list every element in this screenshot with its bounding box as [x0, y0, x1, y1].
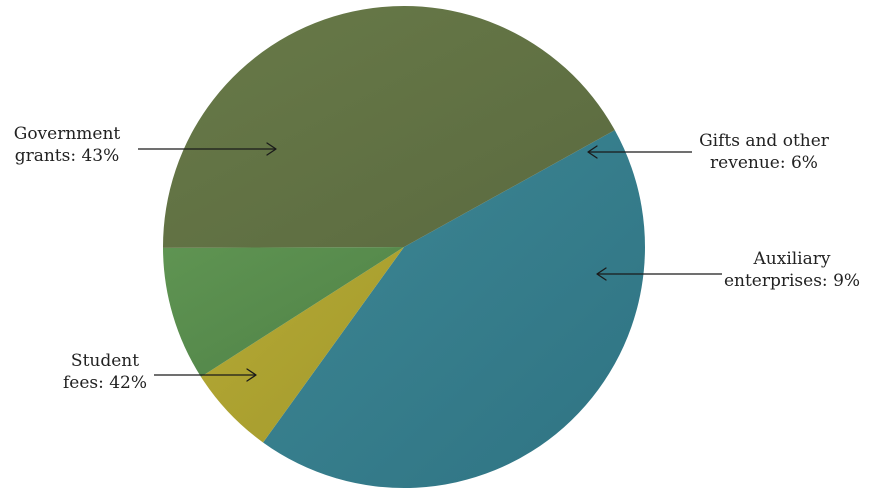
callout-government-grants: Government grants: 43% [14, 124, 277, 166]
pie-slice-student-fees [162, 6, 615, 248]
arrow-head-icon [246, 368, 257, 382]
callout-auxiliary-enterprises: Auxiliary enterprises: 9% [596, 249, 860, 291]
pie-slice-auxiliary-enterprises [163, 247, 404, 377]
slice-label-line: Gifts and other [699, 131, 830, 151]
callout-gifts-other-revenue: Gifts and other revenue: 6% [587, 131, 830, 173]
slice-label-government-grants: Government grants: 43% [14, 124, 121, 166]
slice-label-line: enterprises: 9% [724, 271, 860, 291]
pie-slice-gifts-other-revenue [200, 247, 404, 443]
pie-slice-government-grants [263, 130, 645, 488]
callout-student-fees: Student fees: 42% [63, 351, 257, 393]
arrow-head-icon [587, 145, 598, 159]
slice-label-line: grants: 43% [15, 146, 120, 166]
arrow-head-icon [596, 267, 607, 281]
slice-label-line: Auxiliary [753, 249, 831, 269]
arrow-head-icon [266, 142, 277, 156]
slice-label-student-fees: Student fees: 42% [63, 351, 147, 393]
slice-label-line: revenue: 6% [710, 153, 818, 173]
slice-label-gifts-other-revenue: Gifts and other revenue: 6% [699, 131, 830, 173]
slice-label-line: fees: 42% [63, 373, 147, 393]
slice-label-auxiliary-enterprises: Auxiliary enterprises: 9% [724, 249, 860, 291]
pie-slices [162, 6, 645, 488]
slice-label-line: Student [71, 351, 139, 371]
callouts: Government grants: 43% Gifts and other reve… [14, 124, 860, 393]
slice-label-line: Government [14, 124, 121, 144]
